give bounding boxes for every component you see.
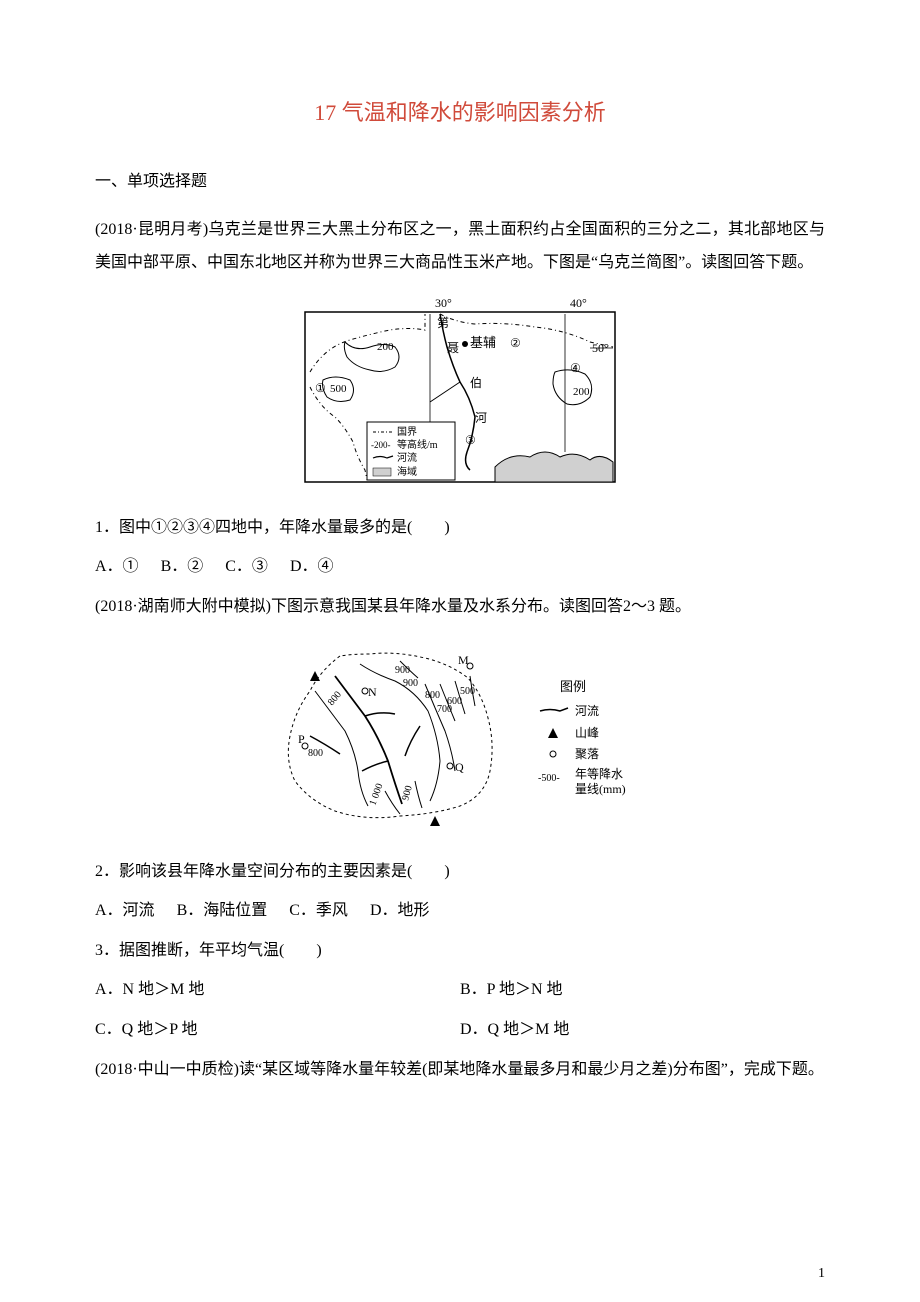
svg-text:海域: 海域: [397, 465, 417, 478]
question-1: 1．图中①②③④四地中，年降水量最多的是( ): [95, 511, 825, 545]
svg-text:第: 第: [437, 316, 449, 330]
svg-text:聂: 聂: [447, 341, 459, 355]
q3-option-c: C．Q 地＞P 地: [95, 1013, 460, 1047]
svg-text:800: 800: [308, 748, 323, 759]
svg-text:500: 500: [460, 686, 475, 697]
q2-option-d: D．地形: [370, 902, 430, 919]
svg-text:③: ③: [465, 433, 476, 447]
svg-text:①: ①: [315, 381, 326, 395]
question-2: 2．影响该县年降水量空间分布的主要因素是( ): [95, 855, 825, 889]
svg-text:图例: 图例: [560, 679, 586, 694]
figure-1: 30° 40° 50° 200 200 500 基辅 第 聂 伯 河 ① ② ③…: [95, 292, 825, 497]
q1-option-c: C．③: [225, 558, 268, 575]
question-2-options: A．河流 B．海陆位置 C．季风 D．地形: [95, 894, 825, 928]
svg-text:-500-: -500-: [538, 773, 560, 784]
question-3: 3．据图推断，年平均气温( ): [95, 934, 825, 968]
svg-text:河流: 河流: [397, 451, 417, 464]
q3-option-d: D．Q 地＞M 地: [460, 1013, 825, 1047]
svg-text:M: M: [458, 653, 469, 667]
ukraine-map: 30° 40° 50° 200 200 500 基辅 第 聂 伯 河 ① ② ③…: [295, 292, 625, 492]
svg-text:量线(mm): 量线(mm): [575, 782, 626, 796]
svg-text:700: 700: [437, 704, 452, 715]
q3-option-a: A．N 地＞M 地: [95, 973, 460, 1007]
q2-option-a: A．河流: [95, 902, 155, 919]
svg-text:500: 500: [330, 383, 347, 395]
svg-text:900: 900: [395, 665, 410, 676]
svg-text:聚落: 聚落: [575, 747, 599, 761]
q2-option-c: C．季风: [289, 902, 348, 919]
svg-text:河: 河: [475, 411, 487, 425]
svg-text:山峰: 山峰: [575, 726, 599, 740]
svg-text:200: 200: [573, 386, 590, 398]
svg-text:河流: 河流: [575, 704, 599, 718]
q2-option-b: B．海陆位置: [177, 902, 268, 919]
svg-text:-200-: -200-: [371, 440, 391, 450]
svg-text:P: P: [298, 732, 305, 746]
svg-text:200: 200: [377, 341, 394, 353]
intro-paragraph-3: (2018·中山一中质检)读“某区域等降水量年较差(即某地降水量最多月和最少月之…: [95, 1053, 825, 1087]
svg-text:④: ④: [570, 361, 581, 375]
county-precipitation-map: M N P Q 500 600 700 800 900 900 800 800 …: [260, 636, 660, 836]
svg-text:900: 900: [403, 678, 418, 689]
svg-text:国界: 国界: [397, 426, 417, 438]
svg-text:30°: 30°: [435, 296, 452, 310]
q3-option-b: B．P 地＞N 地: [460, 973, 825, 1007]
q1-option-d: D．④: [290, 558, 334, 575]
page-title: 17 气温和降水的影响因素分析: [95, 95, 825, 127]
svg-text:伯: 伯: [470, 375, 482, 390]
intro-paragraph-1: (2018·昆明月考)乌克兰是世界三大黑土分布区之一，黑土面积约占全国面积的三分…: [95, 213, 825, 280]
svg-text:等高线/m: 等高线/m: [397, 438, 438, 451]
svg-text:N: N: [368, 685, 377, 699]
svg-text:Q: Q: [455, 760, 464, 774]
figure-2: M N P Q 500 600 700 800 900 900 800 800 …: [95, 636, 825, 841]
question-3-options-row2: C．Q 地＞P 地 D．Q 地＞M 地: [95, 1013, 825, 1047]
section-heading: 一、单项选择题: [95, 165, 825, 199]
svg-text:800: 800: [425, 690, 440, 701]
q1-option-b: B．②: [161, 558, 204, 575]
intro-paragraph-2: (2018·湖南师大附中模拟)下图示意我国某县年降水量及水系分布。读图回答2～3…: [95, 590, 825, 624]
page-number: 1: [818, 1266, 825, 1282]
svg-text:40°: 40°: [570, 296, 587, 310]
svg-text:基辅: 基辅: [470, 335, 496, 350]
svg-text:年等降水: 年等降水: [575, 767, 623, 781]
q1-option-a: A．①: [95, 558, 139, 575]
question-3-options-row1: A．N 地＞M 地 B．P 地＞N 地: [95, 973, 825, 1007]
question-1-options: A．① B．② C．③ D．④: [95, 550, 825, 584]
svg-text:②: ②: [510, 336, 521, 350]
